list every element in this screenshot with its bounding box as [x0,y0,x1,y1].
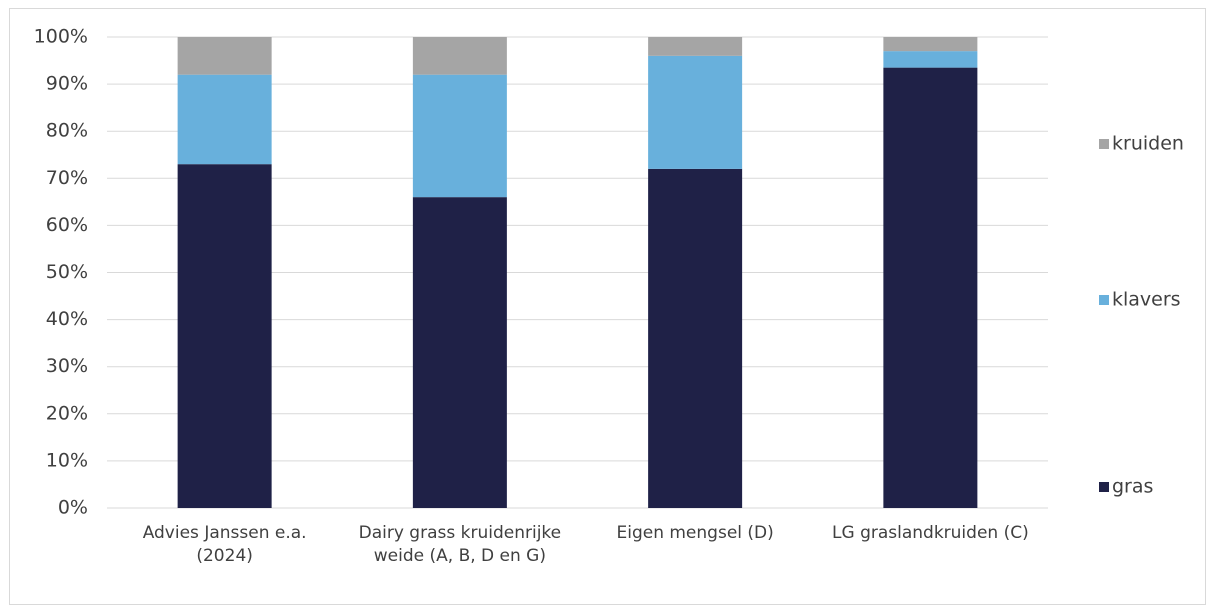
y-tick-label: 30% [46,355,88,377]
legend-label: kruiden [1112,133,1184,155]
bar-segment [883,67,978,509]
y-tick-label: 80% [46,120,88,142]
y-tick-label: 50% [46,261,88,283]
legend-label: gras [1112,476,1153,498]
bar-segment [412,197,507,508]
bar-segment [648,37,743,56]
y-tick-label: 40% [46,308,88,330]
x-tick-label: Dairy grass kruidenrijke weide (A, B, D … [358,523,562,566]
y-tick-label: 90% [46,73,88,95]
legend-swatch [1099,482,1109,492]
x-tick-label: LG graslandkruiden (C) [832,523,1029,543]
bar-segment [412,37,507,75]
y-tick-label: 100% [34,26,88,48]
y-tick-label: 20% [46,402,88,424]
bar-segment [883,37,978,52]
bar-segment [177,74,272,165]
bar-segment [412,74,507,198]
x-tick-label: Eigen mengsel (D) [616,523,774,543]
legend-label: klavers [1112,289,1181,311]
bar-segment [177,164,272,509]
y-tick-label: 0% [58,497,88,519]
bar-segment [648,168,743,508]
legend-swatch [1099,139,1109,149]
y-tick-label: 70% [46,167,88,189]
y-tick-label: 60% [46,214,88,236]
bar-segment [883,51,978,68]
bar-segment [648,55,743,169]
x-tick-label: Advies Janssen e.a. (2024) [142,523,307,566]
bar-segment [177,37,272,75]
chart-border [9,8,1206,605]
y-tick-label: 10% [46,449,88,471]
legend-swatch [1099,295,1109,305]
